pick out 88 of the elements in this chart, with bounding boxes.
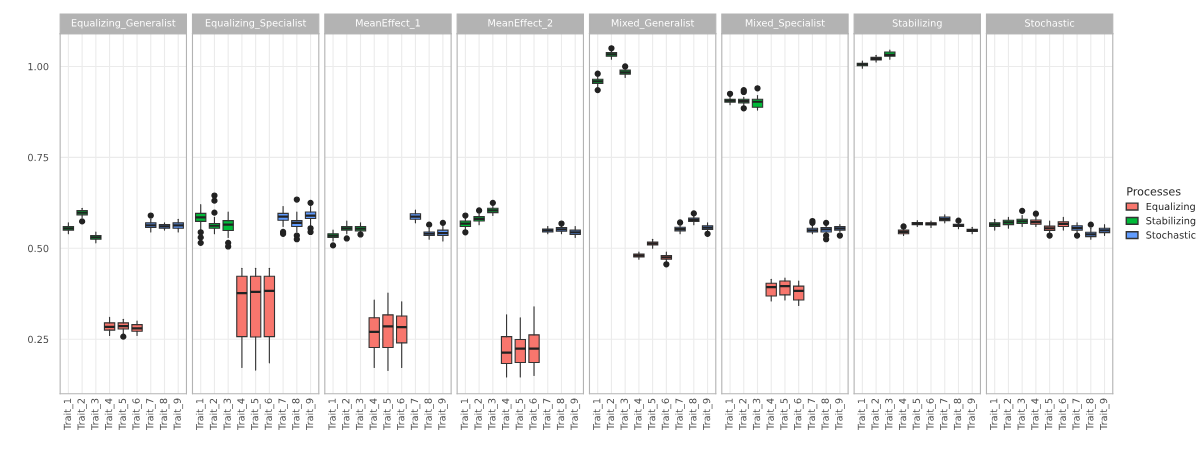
chart-title: Mixed_Generalist — [611, 19, 695, 29]
x-tick-label: Trait_8 — [821, 398, 831, 430]
y-tick-label: 1.00 — [28, 62, 49, 71]
x-tick-label: Trait_1 — [328, 398, 338, 430]
x-tick-label: Trait_1 — [989, 398, 1000, 430]
chart-title: MeanEffect_1 — [356, 19, 420, 29]
x-tick-label: Trait_6 — [1058, 398, 1069, 430]
x-tick-label: Trait_1 — [460, 398, 471, 430]
x-tick-label: Trait_5 — [250, 398, 261, 430]
x-tick-label: Trait_5 — [780, 398, 790, 430]
x-tick-label: Trait_4 — [237, 398, 247, 430]
chart-title: Equalizing_Specialist — [205, 19, 307, 29]
x-tick-label: Trait_3 — [488, 398, 498, 430]
x-tick-label: Trait_4 — [634, 398, 644, 430]
x-tick-label: Trait_7 — [542, 398, 553, 430]
legend-title: Processes — [1127, 187, 1181, 196]
legend-label: Equalizing — [1146, 202, 1195, 212]
x-tick-label: Trait_4 — [501, 398, 512, 430]
x-tick-label: Trait_9 — [570, 398, 581, 430]
x-tick-label: Trait_5 — [1044, 398, 1055, 430]
legend-label: Stochastic — [1146, 231, 1196, 239]
x-tick-label: Trait_7 — [1072, 398, 1082, 430]
chart-title: MeanEffect_2 — [488, 19, 553, 29]
x-tick-label: Trait_3 — [620, 398, 631, 430]
x-tick-label: Trait_3 — [752, 398, 763, 430]
x-tick-label: Trait_7 — [278, 398, 288, 430]
x-tick-label: Trait_7 — [145, 398, 156, 430]
x-tick-label: Trait_2 — [606, 398, 617, 430]
x-tick-label: Trait_3 — [1017, 398, 1027, 430]
x-tick-label: Trait_5 — [118, 398, 129, 430]
x-tick-label: Trait_5 — [515, 398, 526, 430]
x-tick-label: Trait_9 — [173, 398, 184, 430]
x-tick-label: Trait_1 — [592, 398, 603, 430]
x-tick-label: Trait_6 — [132, 398, 142, 430]
x-tick-label: Trait_6 — [396, 398, 407, 430]
x-tick-label: Trait_6 — [661, 398, 672, 430]
x-tick-label: Trait_2 — [871, 398, 881, 430]
x-tick-label: Trait_8 — [291, 398, 302, 430]
x-tick-label: Trait_8 — [953, 398, 964, 430]
x-tick-label: Trait_3 — [355, 398, 366, 430]
x-tick-label: Trait_8 — [424, 398, 434, 430]
x-tick-label: Trait_2 — [209, 398, 220, 430]
x-tick-label: Trait_5 — [912, 398, 923, 430]
x-tick-label: Trait_7 — [675, 398, 685, 430]
legend-label: Stabilizing — [1146, 216, 1196, 227]
x-tick-label: Trait_4 — [898, 398, 909, 430]
x-tick-label: Trait_6 — [793, 398, 804, 430]
x-tick-label: Trait_4 — [369, 398, 380, 430]
x-tick-label: Trait_5 — [647, 398, 658, 430]
y-tick-label: 0.50 — [28, 244, 49, 253]
x-tick-label: Trait_2 — [474, 398, 484, 430]
x-tick-label: Trait_9 — [967, 398, 978, 430]
x-tick-label: Trait_4 — [1031, 398, 1041, 430]
x-tick-label: Trait_7 — [807, 398, 818, 430]
chart-title: Stabilizing — [892, 19, 942, 29]
x-tick-label: Trait_8 — [159, 398, 170, 430]
x-tick-label: Trait_9 — [702, 398, 713, 430]
x-tick-label: Trait_6 — [529, 398, 539, 430]
x-tick-label: Trait_5 — [383, 398, 393, 430]
x-tick-label: Trait_3 — [91, 398, 101, 430]
x-tick-label: Trait_4 — [104, 398, 115, 430]
x-tick-label: Trait_1 — [725, 398, 735, 430]
chart-title: Equalizing_Generalist — [71, 19, 176, 29]
x-tick-label: Trait_9 — [305, 398, 316, 430]
x-tick-label: Trait_6 — [926, 398, 936, 430]
x-tick-label: Trait_6 — [264, 398, 275, 430]
x-tick-label: Trait_1 — [195, 398, 206, 430]
x-tick-label: Trait_3 — [223, 398, 234, 430]
x-tick-label: Trait_7 — [410, 398, 421, 430]
y-tick-label: 0.25 — [28, 335, 49, 344]
x-tick-label: Trait_1 — [857, 398, 868, 430]
x-tick-label: Trait_7 — [939, 398, 950, 430]
x-tick-label: Trait_2 — [1003, 398, 1014, 430]
x-tick-label: Trait_4 — [766, 398, 777, 430]
x-tick-label: Trait_9 — [835, 398, 845, 430]
x-tick-label: Trait_2 — [77, 398, 87, 430]
x-tick-label: Trait_9 — [438, 398, 448, 430]
x-tick-label: Trait_2 — [738, 398, 749, 430]
x-tick-label: Trait_9 — [1099, 398, 1110, 430]
y-tick-label: 0.75 — [28, 153, 49, 162]
x-tick-label: Trait_2 — [341, 398, 352, 430]
chart-title: Mixed_Specialist — [745, 19, 825, 29]
x-tick-label: Trait_1 — [63, 398, 74, 430]
x-tick-label: Trait_8 — [688, 398, 699, 430]
x-tick-label: Trait_8 — [556, 398, 567, 430]
x-tick-label: Trait_8 — [1085, 398, 1096, 430]
x-tick-label: Trait_3 — [884, 398, 895, 430]
chart-title: Stochastic — [1025, 19, 1075, 27]
